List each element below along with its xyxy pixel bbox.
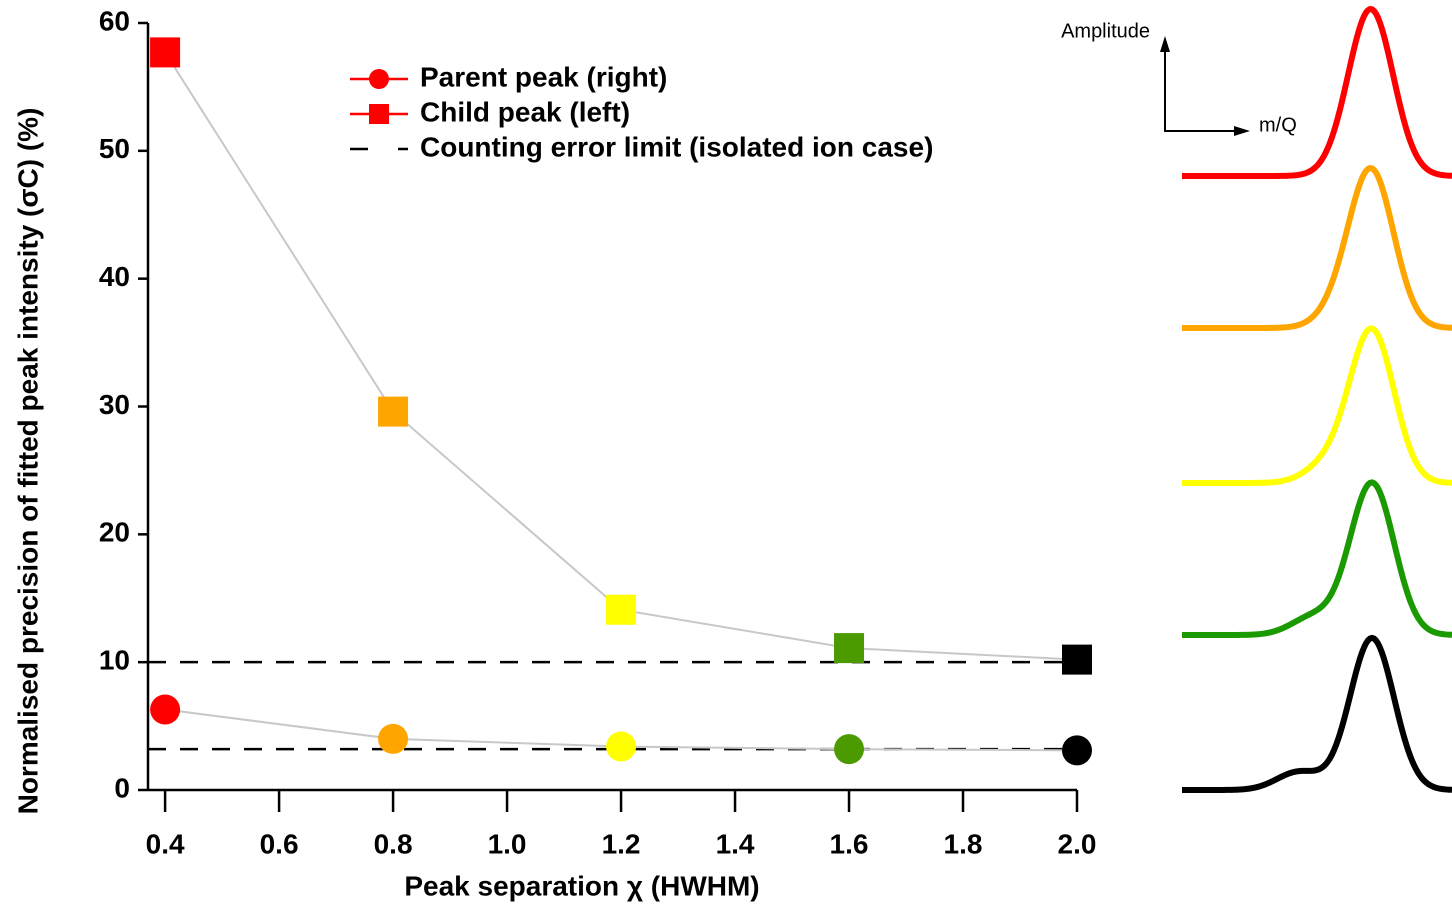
y-tick-label: 20 bbox=[99, 517, 130, 548]
y-tick-label: 50 bbox=[99, 133, 130, 164]
peak-curve bbox=[1182, 6, 1452, 179]
circle-marker bbox=[606, 731, 637, 762]
x-tick-label: 1.2 bbox=[602, 828, 641, 859]
peak-curve bbox=[1182, 479, 1452, 638]
x-tick-label: 0.6 bbox=[260, 828, 299, 859]
y-tick-label: 10 bbox=[99, 645, 130, 676]
y-axis-label: Normalised precision of fitted peak inte… bbox=[12, 108, 43, 815]
legend-marker bbox=[369, 69, 389, 89]
x-tick-label: 1.4 bbox=[716, 828, 755, 859]
square-marker bbox=[1062, 644, 1092, 675]
peak-curve bbox=[1182, 164, 1452, 331]
x-tick-label: 0.8 bbox=[374, 828, 413, 859]
x-tick-label: 2.0 bbox=[1058, 828, 1097, 859]
square-marker bbox=[606, 594, 637, 625]
legend-marker bbox=[369, 104, 389, 124]
legend-label: Counting error limit (isolated ion case) bbox=[420, 131, 933, 162]
x-axis-label: Peak separation χ (HWHM) bbox=[404, 870, 759, 901]
circle-marker bbox=[1062, 735, 1092, 766]
x-tick-label: 0.4 bbox=[146, 828, 185, 859]
y-tick-label: 60 bbox=[99, 5, 130, 36]
square-marker bbox=[834, 633, 865, 664]
peak-illustration: Amplitude m/Q bbox=[1061, 6, 1452, 793]
x-tick-label: 1.8 bbox=[944, 828, 983, 859]
amplitude-label: Amplitude bbox=[1061, 20, 1150, 42]
circle-marker bbox=[834, 734, 865, 765]
legend-label: Parent peak (right) bbox=[420, 61, 667, 92]
peak-curve bbox=[1182, 634, 1452, 793]
y-tick-label: 0 bbox=[114, 772, 130, 803]
mq-label: m/Q bbox=[1259, 114, 1297, 136]
x-tick-label: 1.0 bbox=[488, 828, 527, 859]
legend-label: Child peak (left) bbox=[420, 96, 630, 127]
peak-curve bbox=[1182, 325, 1452, 486]
arrow-head bbox=[1234, 126, 1250, 136]
arrow-head bbox=[1160, 36, 1170, 52]
circle-marker bbox=[378, 723, 409, 754]
y-tick-label: 30 bbox=[99, 389, 130, 420]
x-tick-label: 1.6 bbox=[830, 828, 869, 859]
circle-marker bbox=[150, 694, 181, 725]
y-tick-label: 40 bbox=[99, 261, 130, 292]
square-marker bbox=[150, 37, 181, 68]
square-marker bbox=[378, 396, 409, 427]
